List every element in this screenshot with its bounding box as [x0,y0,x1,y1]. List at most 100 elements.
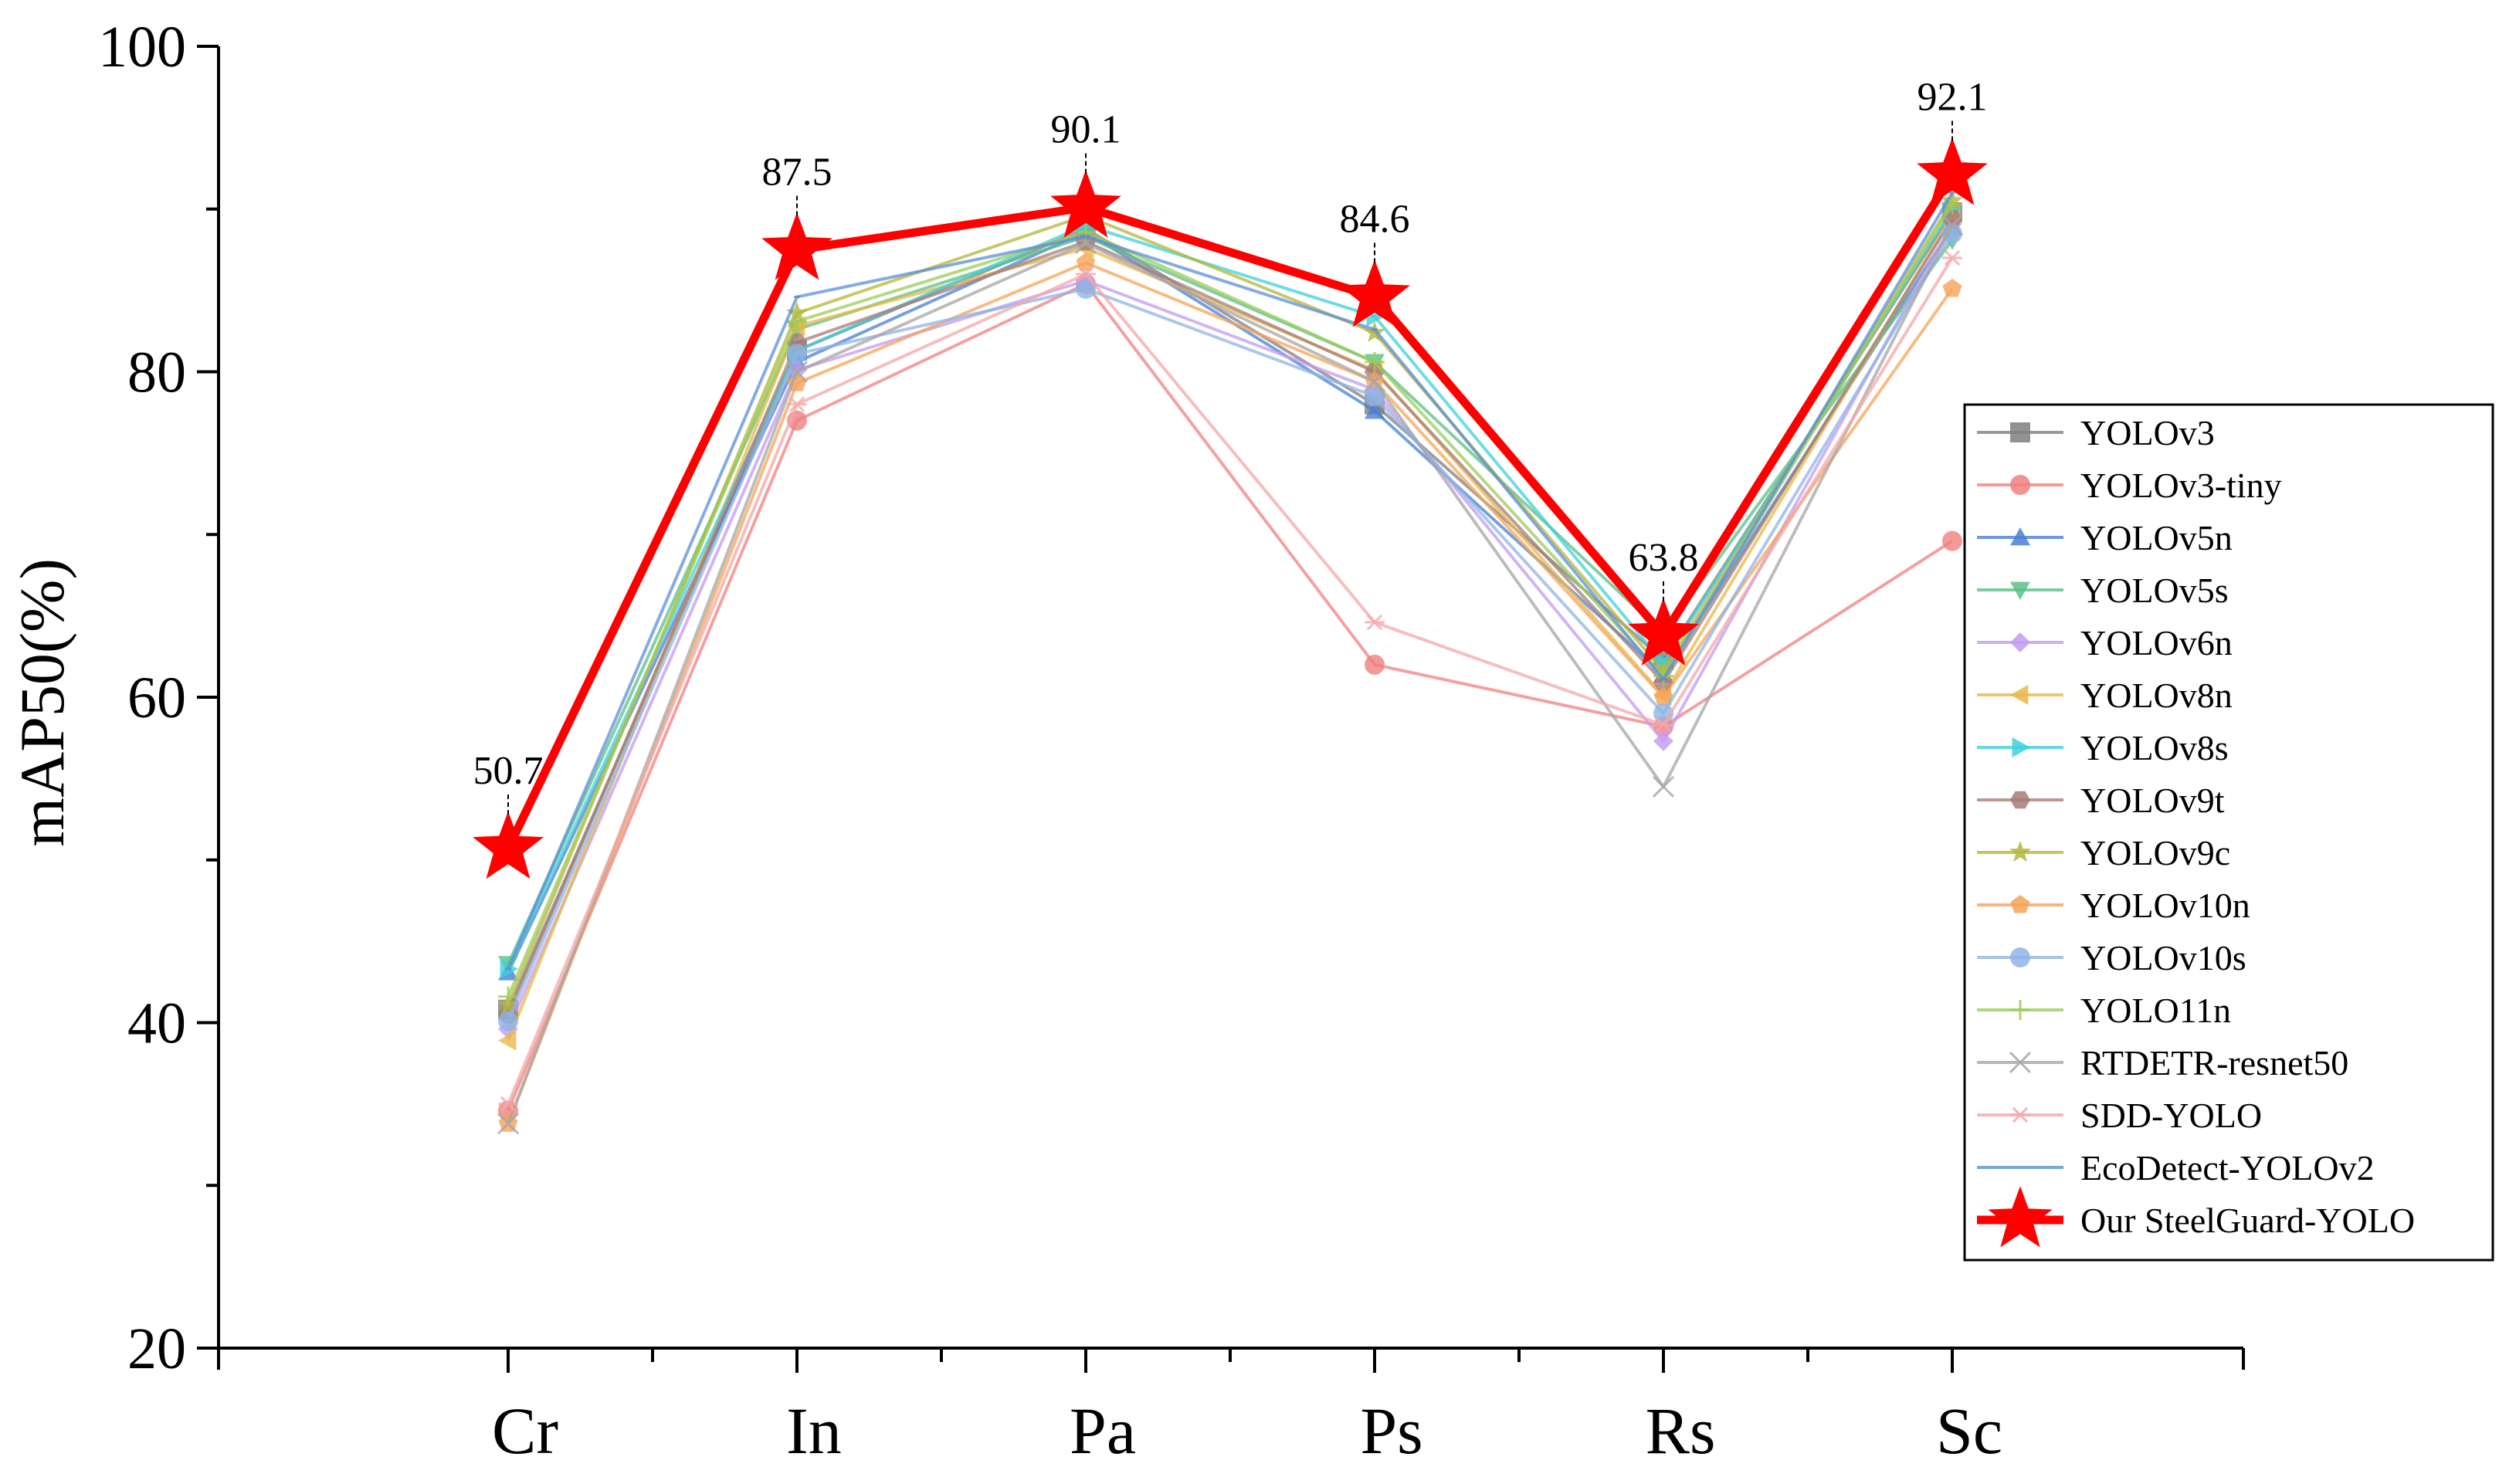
y-tick-label: 60 [127,666,186,730]
data-label: 50.7 [473,749,544,793]
legend-item: YOLOv8s [1977,728,2229,767]
legend-label: YOLO11n [2080,991,2231,1030]
legend-label: YOLOv9t [2080,781,2225,820]
data-point [498,986,518,1007]
data-point [498,1030,517,1051]
data-point [1652,775,1675,798]
data-point [498,1100,518,1121]
y-tick-label: 80 [127,341,186,405]
data-label: 84.6 [1340,198,1410,242]
legend-item: YOLOv10s [1977,938,2246,977]
series-yolov10s [498,223,1962,1032]
series-layer [473,137,1988,1135]
legend-item: YOLOv5n [1977,518,2233,557]
legend-marker [2010,632,2030,652]
data-point [1653,717,1673,733]
legend-marker [2010,685,2029,705]
y-tick-label: 20 [127,1316,186,1381]
legend-marker [2010,422,2030,442]
legend-box [1963,403,2494,1262]
legend-item: YOLOv10n [1977,886,2250,925]
legend-label: YOLOv9c [2080,833,2230,872]
legend-marker [2010,475,2030,495]
data-point [497,1113,520,1135]
x-tick-label: In [786,1394,842,1468]
data-point [1653,666,1673,686]
data-point [1942,530,1962,551]
data-point [1917,137,1988,205]
data-point [787,344,807,364]
data-point [1363,371,1386,393]
annotations-layer: 50.7 87.5 90.1 84.6 63.8 92.1 [473,75,1988,815]
data-point [1050,170,1121,238]
data-point [1942,249,1962,266]
series-line [507,224,1954,1124]
data-point [1339,259,1410,327]
legend-item: EcoDetect-YOLOv2 [1977,1148,2375,1188]
legend-item: YOLOv5s [1977,571,2229,610]
series-ecodetect-yolov2 [505,191,1955,971]
data-point [498,1011,518,1032]
series-line [504,172,1956,851]
y-tick-label: 100 [98,15,186,80]
series-yolov6n [498,213,1962,1039]
series-rtdetr-resnet50 [497,214,1964,1135]
series-line [507,215,1954,1042]
legend-item: YOLOv9t [1977,781,2225,820]
legend-label: Our SteelGuard-YOLO [2080,1201,2415,1240]
axes-layer: 20 40 60 80 100 Cr In Pa Ps Rs Sc [98,15,2245,1468]
legend-marker [2009,841,2032,862]
data-point [1365,654,1385,675]
data-point [787,396,807,412]
legend-marker [2010,581,2030,600]
series-line [507,232,1954,1022]
legend-label: YOLOv3-tiny [2080,466,2282,505]
legend-item: YOLOv9c [1977,833,2230,872]
series-yolov8n [498,205,1961,1051]
series-line [507,200,1954,1006]
legend-label: YOLOv5n [2080,518,2233,557]
legend-label: SDD-YOLO [2080,1096,2262,1135]
series-sdd-yolo [498,249,1962,1113]
series-line [507,225,1954,974]
data-point [1653,687,1673,706]
series-line [507,191,1954,970]
data-point [1942,279,1962,297]
legend-item: RTDETR-resnet50 [1977,1043,2348,1083]
legend-label: YOLOv10n [2080,886,2250,925]
legend-marker [2010,791,2030,809]
data-point [1076,252,1096,271]
legend-marker [2010,1000,2030,1020]
legend-label: YOLOv6n [2080,623,2233,662]
data-point [1365,401,1385,419]
legend-label: YOLOv8s [2080,728,2229,767]
x-tick-label: Sc [1936,1394,2002,1468]
data-point [761,212,832,280]
series-line [507,261,1954,1124]
data-point [1942,223,1962,244]
legend-marker [2010,895,2030,913]
data-point [1941,214,1964,236]
legend: YOLOv3 YOLOv3-tiny YOLOv5n YOLOv5s YOLOv6n YO… [1963,403,2494,1262]
legend-item: YOLOv3 [1977,413,2215,452]
y-axis-label: mAP50(%) [7,558,77,847]
data-label: 63.8 [1629,536,1699,580]
legend-item: YOLO11n [1977,991,2231,1030]
data-point [1628,598,1699,666]
data-point [785,361,809,383]
legend-item: YOLOv3-tiny [1977,466,2282,505]
data-label: 92.1 [1917,75,1988,119]
data-point [1076,279,1096,300]
data-point [1653,730,1673,751]
data-label: 90.1 [1051,108,1121,152]
series-line [507,222,1954,1030]
legend-item: SDD-YOLO [1977,1096,2262,1135]
data-point [787,311,807,332]
y-tick-label: 40 [127,991,186,1056]
legend-item: YOLOv8n [1977,676,2233,715]
x-tick-label: Rs [1646,1394,1716,1468]
legend-label: YOLOv10s [2080,938,2246,977]
x-tick-label: Ps [1360,1394,1422,1468]
legend-item: Our SteelGuard-YOLO [1977,1186,2415,1248]
